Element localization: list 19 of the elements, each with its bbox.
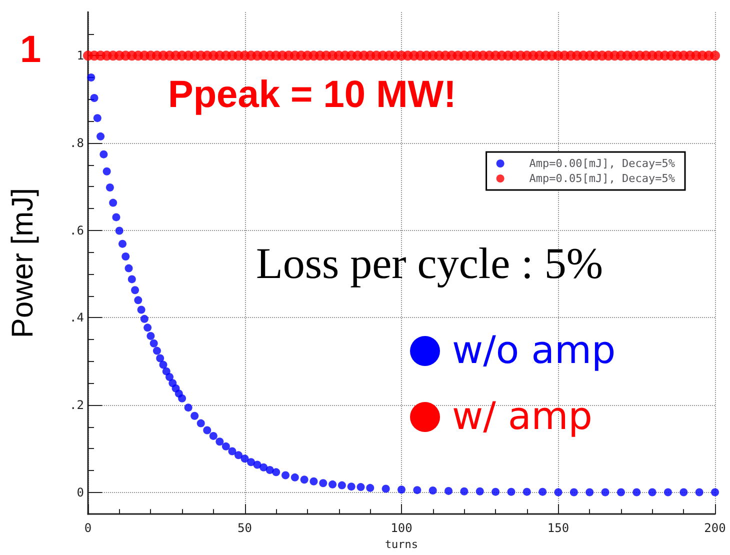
- annotation: w/ amp: [452, 394, 592, 438]
- text: 1: [20, 29, 42, 72]
- y-tick-label: .6: [70, 223, 84, 238]
- y-tick-label: 1: [76, 48, 84, 63]
- annotation: Loss per cycle : 5%: [256, 239, 603, 288]
- x-tick-label: 200: [704, 521, 726, 536]
- annotation: w/o amp: [452, 328, 616, 372]
- y-axis-title: Power [mJ]: [6, 188, 40, 338]
- annotation: Ppeak = 10 MW!: [168, 74, 456, 117]
- legend-label: Amp=0.00[mJ], Decay=5%: [529, 157, 676, 170]
- legend-label: Amp=0.05[mJ], Decay=5%: [529, 172, 676, 185]
- x-axis-title: turns: [384, 538, 418, 551]
- x-tick-label: 100: [390, 521, 412, 536]
- y-tick-label: .8: [70, 136, 84, 150]
- y-tick-label: 0: [76, 485, 84, 500]
- x-tick-label: 50: [238, 521, 252, 536]
- y-tick-label: .2: [70, 398, 84, 412]
- x-tick-label: 150: [547, 521, 570, 536]
- y-tick-label: .4: [70, 310, 84, 325]
